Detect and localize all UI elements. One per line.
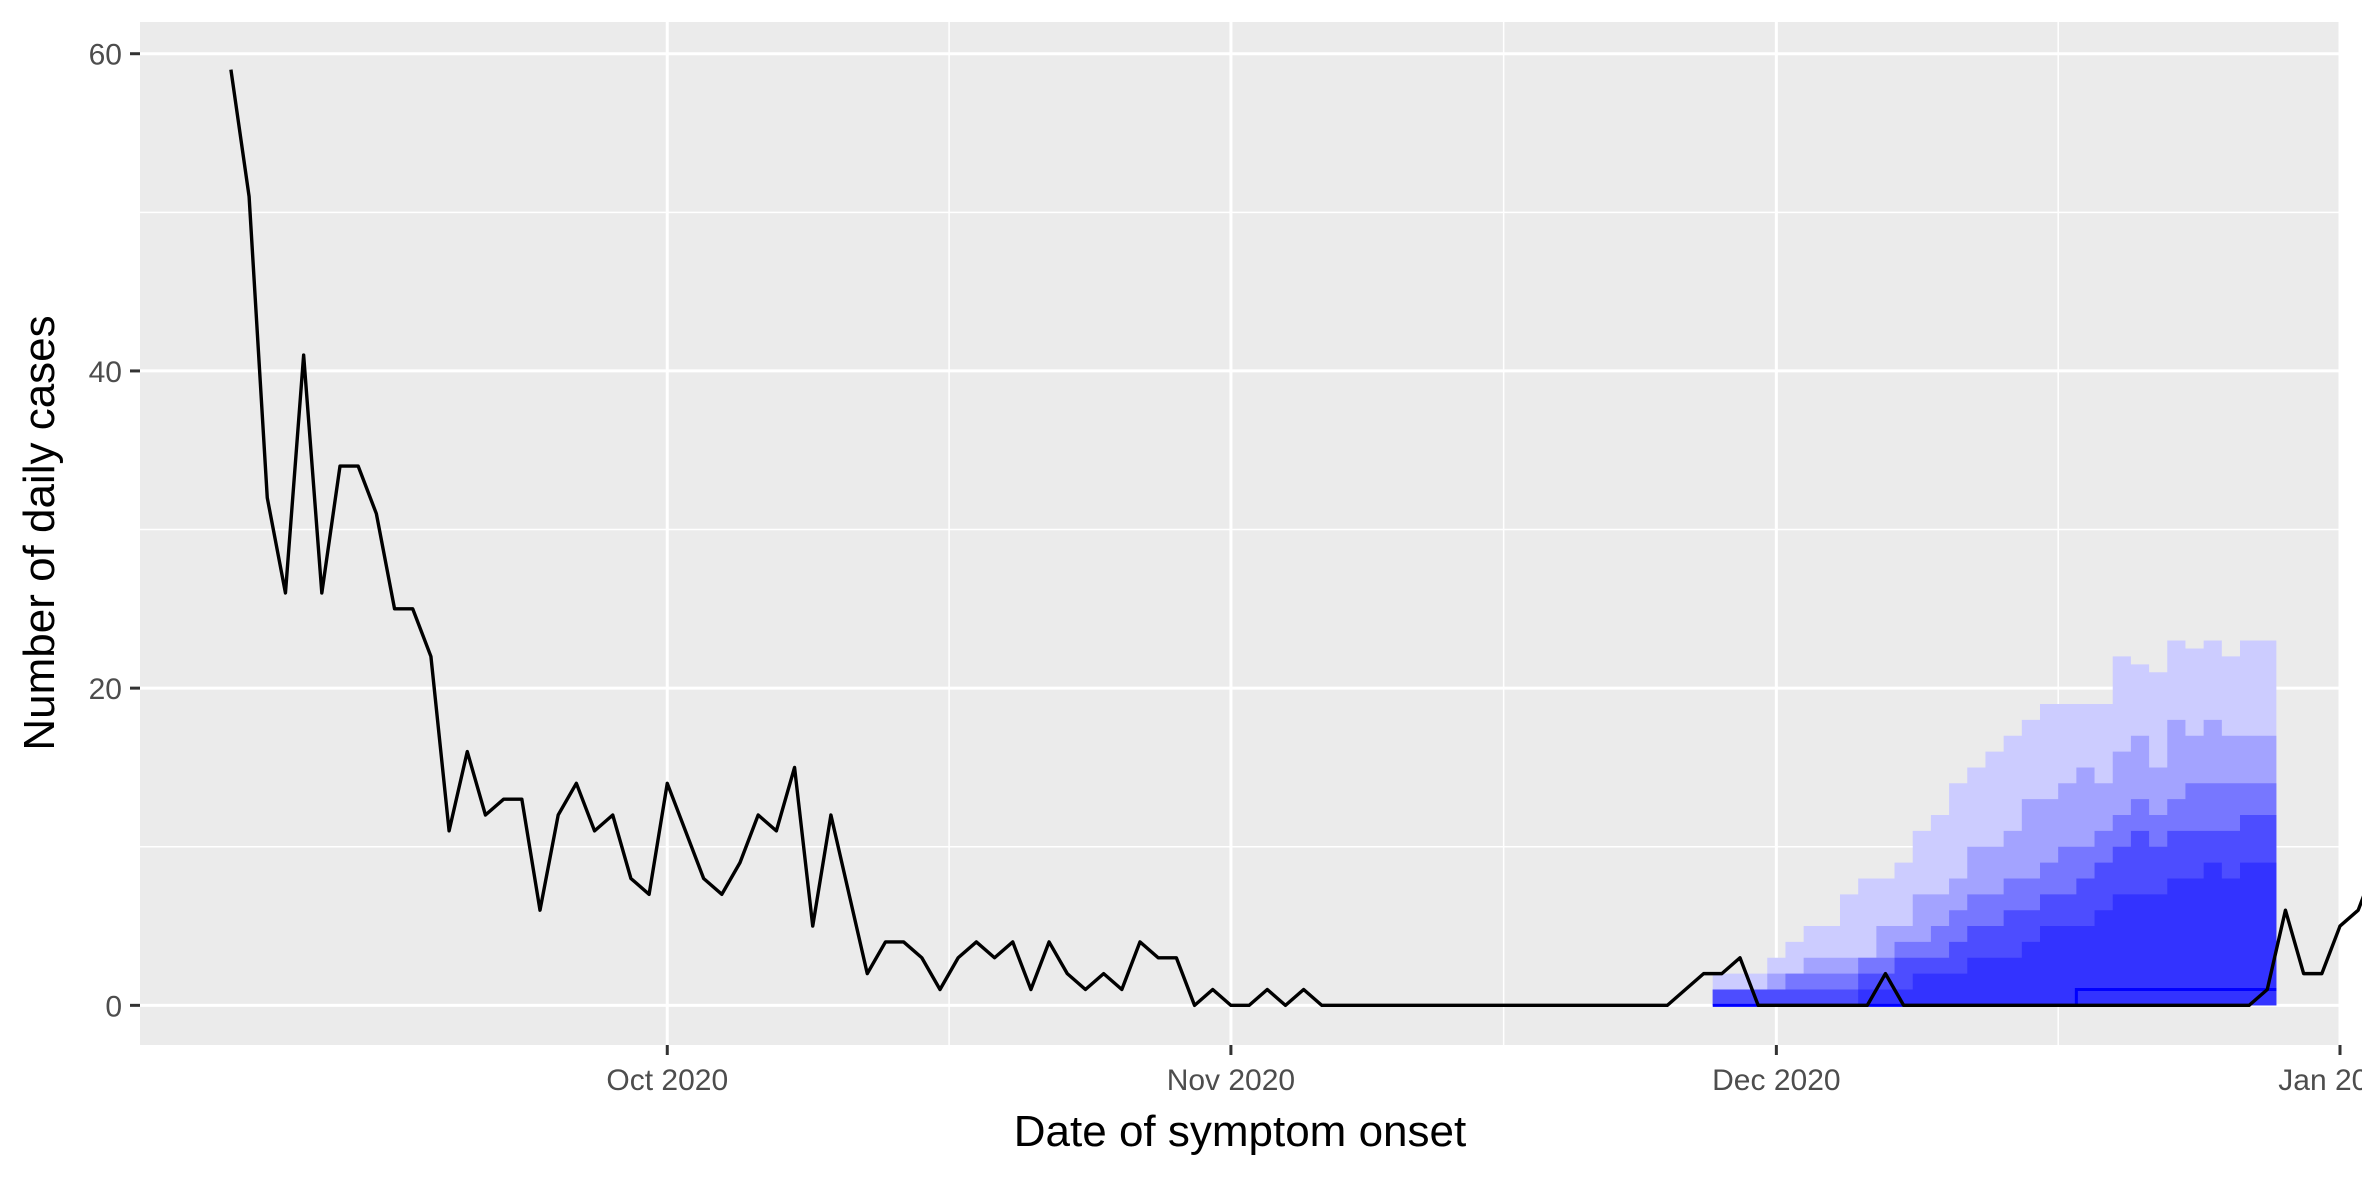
- observed-line: [229, 69, 2362, 1008]
- y-axis: 0 20 40 60: [89, 39, 140, 1023]
- x-tick-label: Oct 2020: [606, 1064, 728, 1097]
- y-tick-label: 20: [89, 673, 122, 706]
- x-axis: Oct 2020 Nov 2020 Dec 2020 Jan 2021: [606, 1045, 2362, 1097]
- forecast-bands: [1712, 640, 2277, 1006]
- forecast-band-5: [1712, 862, 2277, 1006]
- y-axis-title: Number of daily cases: [15, 315, 64, 750]
- observed-series: [229, 69, 2362, 1008]
- y-tick-label: 0: [105, 990, 122, 1023]
- x-tick-label: Nov 2020: [1167, 1064, 1295, 1097]
- x-axis-title: Date of symptom onset: [1014, 1107, 1466, 1156]
- y-tick-label: 40: [89, 356, 122, 389]
- x-tick-label: Dec 2020: [1712, 1064, 1840, 1097]
- y-tick-label: 60: [89, 39, 122, 72]
- x-tick-label: Jan 2021: [2278, 1064, 2362, 1097]
